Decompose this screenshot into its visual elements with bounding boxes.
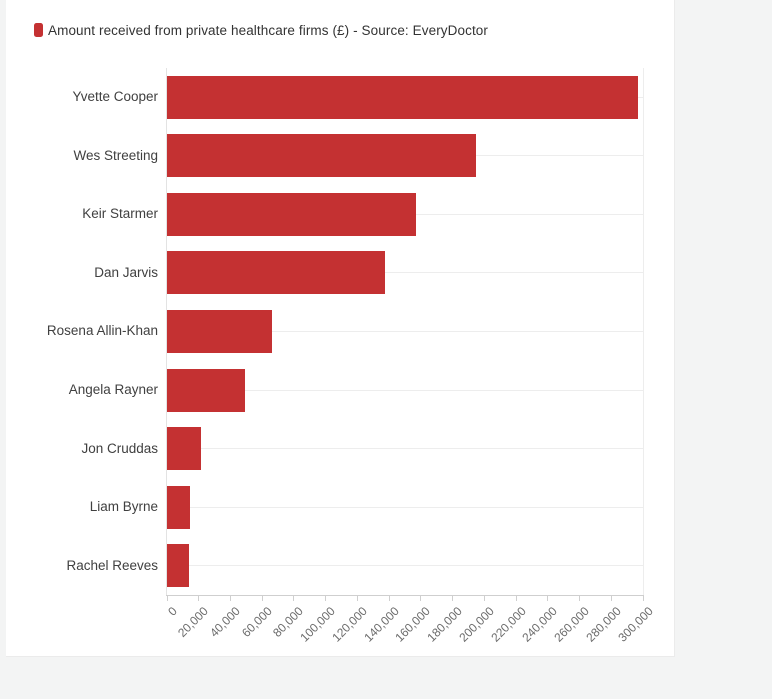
x-axis-tick	[293, 595, 295, 601]
bar-jon-cruddas[interactable]	[166, 427, 202, 471]
legend-label: Amount received from private healthcare …	[48, 22, 489, 38]
category-label: Yvette Cooper	[72, 89, 158, 105]
category-label: Rachel Reeves	[66, 557, 158, 573]
category-label: Jon Cruddas	[81, 440, 158, 456]
x-axis-tick	[642, 595, 644, 601]
bar-wes-streeting[interactable]	[166, 134, 476, 178]
bar-liam-byrne[interactable]	[166, 485, 190, 529]
chart-card: Amount received from private healthcare …	[6, 0, 675, 657]
x-axis-tick	[166, 595, 168, 601]
category-label: Keir Starmer	[82, 206, 158, 222]
x-axis-tick	[579, 595, 581, 601]
bar-dan-jarvis[interactable]	[166, 251, 386, 295]
bar-keir-starmer[interactable]	[166, 192, 417, 236]
x-axis-tick	[483, 595, 485, 601]
x-axis-tick	[325, 595, 327, 601]
bar-angela-rayner[interactable]	[166, 368, 246, 412]
bar-rosena-allin-khan[interactable]	[166, 309, 272, 353]
bar-rachel-reeves[interactable]	[166, 544, 189, 588]
row-gridline	[166, 506, 643, 508]
x-axis-tick	[198, 595, 200, 601]
x-axis-tick	[515, 595, 517, 601]
category-label: Rosena Allin-Khan	[46, 323, 158, 339]
category-label: Wes Streeting	[73, 147, 158, 163]
x-axis-tick	[356, 595, 358, 601]
row-gridline	[166, 565, 643, 567]
x-axis-tick	[452, 595, 454, 601]
category-label: Angela Rayner	[68, 382, 158, 398]
x-axis-tick	[388, 595, 390, 601]
category-label: Liam Byrne	[89, 499, 158, 515]
row-gridline	[166, 389, 643, 391]
legend-item[interactable]: Amount received from private healthcare …	[34, 18, 488, 42]
row-gridline	[166, 272, 643, 274]
bar-yvette-cooper[interactable]	[166, 75, 638, 119]
bar-chart-plot: Yvette Cooper Wes Streeting Keir Starmer Da…	[6, 0, 674, 656]
row-gridline	[166, 448, 643, 450]
x-axis-tick	[547, 595, 549, 601]
x-axis-tick	[420, 595, 422, 601]
x-axis-tick	[261, 595, 263, 601]
x-axis-tick	[610, 595, 612, 601]
category-label: Dan Jarvis	[94, 264, 158, 280]
row-gridline	[166, 330, 643, 332]
legend-swatch-icon	[34, 23, 43, 37]
x-axis-line	[166, 595, 644, 596]
plot-right-gridline	[642, 68, 644, 595]
x-axis-tick	[229, 595, 231, 601]
